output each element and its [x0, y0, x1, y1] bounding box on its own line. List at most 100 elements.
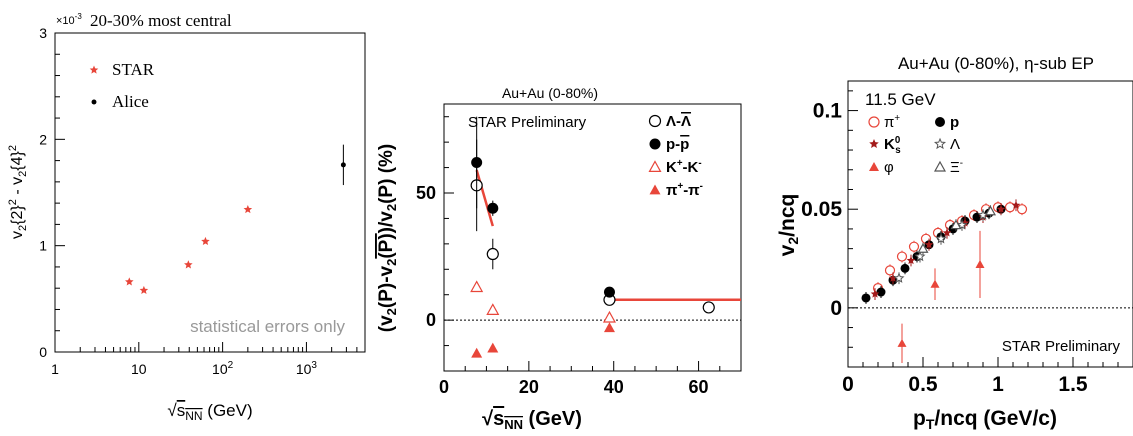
panel-1-frame [54, 32, 366, 353]
panel-2-annotation: STAR Preliminary [468, 114, 587, 131]
x-tick-label: 102 [212, 360, 234, 377]
data-point [884, 265, 896, 276]
x-tick-label: 60 [689, 377, 709, 397]
data-point [243, 205, 253, 214]
panel-3-chart: Au+Au (0-80%), η-sub EP 11.5 GeV STAR Pr… [776, 54, 1133, 432]
y-tick-label: 50 [416, 183, 436, 203]
legend-marker [933, 160, 947, 172]
legend-marker [649, 184, 661, 195]
x-tick-label: 0.5 [908, 373, 938, 396]
data-point [984, 205, 997, 216]
data-point [486, 303, 500, 315]
panel-2-ylabel: (v2(P)-v2(P))/v2(P) (%) [376, 144, 399, 333]
legend-label: π+ [884, 113, 900, 131]
data-point [201, 236, 210, 246]
legend-label: Ξ- [950, 158, 963, 176]
panel-3-marks [861, 199, 1028, 364]
legend-marker [935, 117, 945, 127]
y-tick-label: 0.05 [801, 198, 842, 221]
legend-marker [869, 162, 879, 171]
data-point [975, 259, 985, 269]
y-tick-label: 0 [426, 310, 436, 330]
legend-label: STAR [112, 60, 155, 79]
panel-3-legend: π+ p K0 s Λφ Ξ- [868, 113, 963, 176]
data-point [487, 202, 499, 214]
panel-2-chart: Au+Au (0-80%) STAR Preliminary (v2(P)-v2… [376, 85, 742, 432]
panel-3-ticks: 0 0.5 1 1.5 0 0.05 0.1 [801, 90, 1133, 396]
data-point [906, 255, 916, 265]
data-point [603, 322, 615, 333]
legend-marker [648, 160, 662, 172]
panel-3-ylabel: v2/ncq [776, 194, 801, 257]
data-point [603, 286, 615, 298]
x-tick-label: 103 [296, 360, 318, 377]
data-point [896, 251, 908, 262]
legend-marker [89, 65, 99, 74]
panel-2-title: Au+Au (0-80%) [502, 85, 598, 101]
data-point [900, 263, 910, 273]
data-point [861, 293, 871, 303]
y-tick-label: 0 [830, 297, 842, 320]
panel-2-frame [443, 103, 742, 372]
x-tick-label: 20 [519, 377, 539, 397]
panel-2-legend: Λ-Λ p-p K+-K-π+-π- [648, 113, 703, 199]
legend-label: φ [884, 159, 894, 176]
legend-marker [649, 138, 661, 150]
panel-2-marks [470, 116, 741, 358]
data-point [924, 240, 934, 249]
data-point [1011, 200, 1021, 209]
data-point [125, 277, 134, 286]
data-point [471, 156, 483, 168]
data-point [914, 250, 926, 262]
panel-3-frame [847, 80, 1133, 368]
y-tick-label: 3 [39, 25, 47, 41]
legend-marker [91, 99, 97, 105]
y-tick-label: 0.1 [813, 100, 843, 123]
data-point [602, 310, 616, 323]
panel-1-annotation: statistical errors only [190, 317, 345, 336]
panel-3-annotation: STAR Preliminary [1002, 338, 1121, 355]
y-tick-label: 2 [39, 131, 47, 147]
panel-3-title: Au+Au (0-80%), η-sub EP [898, 54, 1094, 73]
x-tick-label: 40 [604, 377, 624, 397]
legend-label: Λ-Λ [666, 113, 691, 130]
data-point [870, 289, 880, 298]
data-point [888, 273, 898, 282]
panel-1-marks [125, 144, 346, 294]
data-point [470, 280, 484, 293]
legend-label: Alice [112, 92, 149, 111]
data-point [917, 242, 929, 253]
data-point [139, 285, 149, 294]
panel-1-ylabel: v2{2}2 - v2{4}2 [7, 145, 29, 239]
y-tick-label: 1 [39, 238, 47, 254]
x-tick-label: 0 [439, 377, 449, 397]
data-point [942, 228, 952, 237]
data-point [996, 204, 1006, 213]
panel-1-xlabel: √sNN (GeV) [167, 401, 252, 423]
legend-label: π+-π- [666, 181, 703, 199]
data-point [487, 342, 499, 353]
data-point [702, 301, 715, 314]
data-point [876, 287, 886, 297]
panel-1-exponent: ×10-3 [56, 12, 82, 27]
x-tick-label: 1 [51, 361, 59, 377]
x-tick-label: 0 [842, 373, 854, 396]
data-point [486, 247, 499, 261]
fit-line [475, 169, 494, 227]
data-point [950, 219, 962, 230]
panel-1-legend: STAR Alice [89, 60, 155, 111]
data-point [184, 260, 193, 269]
legend-marker [869, 139, 879, 149]
data-point [340, 162, 346, 168]
x-tick-label: 10 [131, 361, 147, 377]
legend-marker [648, 114, 662, 128]
data-point [893, 272, 905, 283]
data-point [897, 338, 907, 347]
legend-label: K+-K- [666, 158, 702, 176]
legend-label: p [950, 114, 959, 131]
data-point [935, 232, 947, 244]
legend-marker [934, 137, 946, 150]
data-point [471, 347, 483, 358]
